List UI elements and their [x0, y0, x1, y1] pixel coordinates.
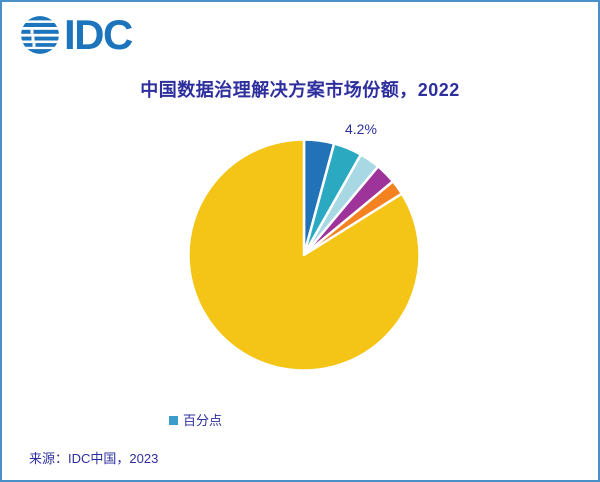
pie-chart — [187, 138, 421, 372]
idc-globe-icon — [21, 16, 59, 54]
legend-swatch — [169, 415, 178, 425]
idc-logo: IDC — [20, 11, 133, 58]
slice-value-label: 4.2% — [345, 121, 377, 137]
idc-logo-text: IDC — [64, 11, 133, 58]
chart-title: 中国数据治理解决方案市场份额，2022 — [140, 80, 460, 100]
legend: 百分点 — [169, 410, 222, 429]
pie-slice-5 — [187, 138, 421, 372]
source-note: 来源：IDC中国，2023 — [29, 451, 159, 466]
legend-label: 百分点 — [183, 413, 223, 428]
